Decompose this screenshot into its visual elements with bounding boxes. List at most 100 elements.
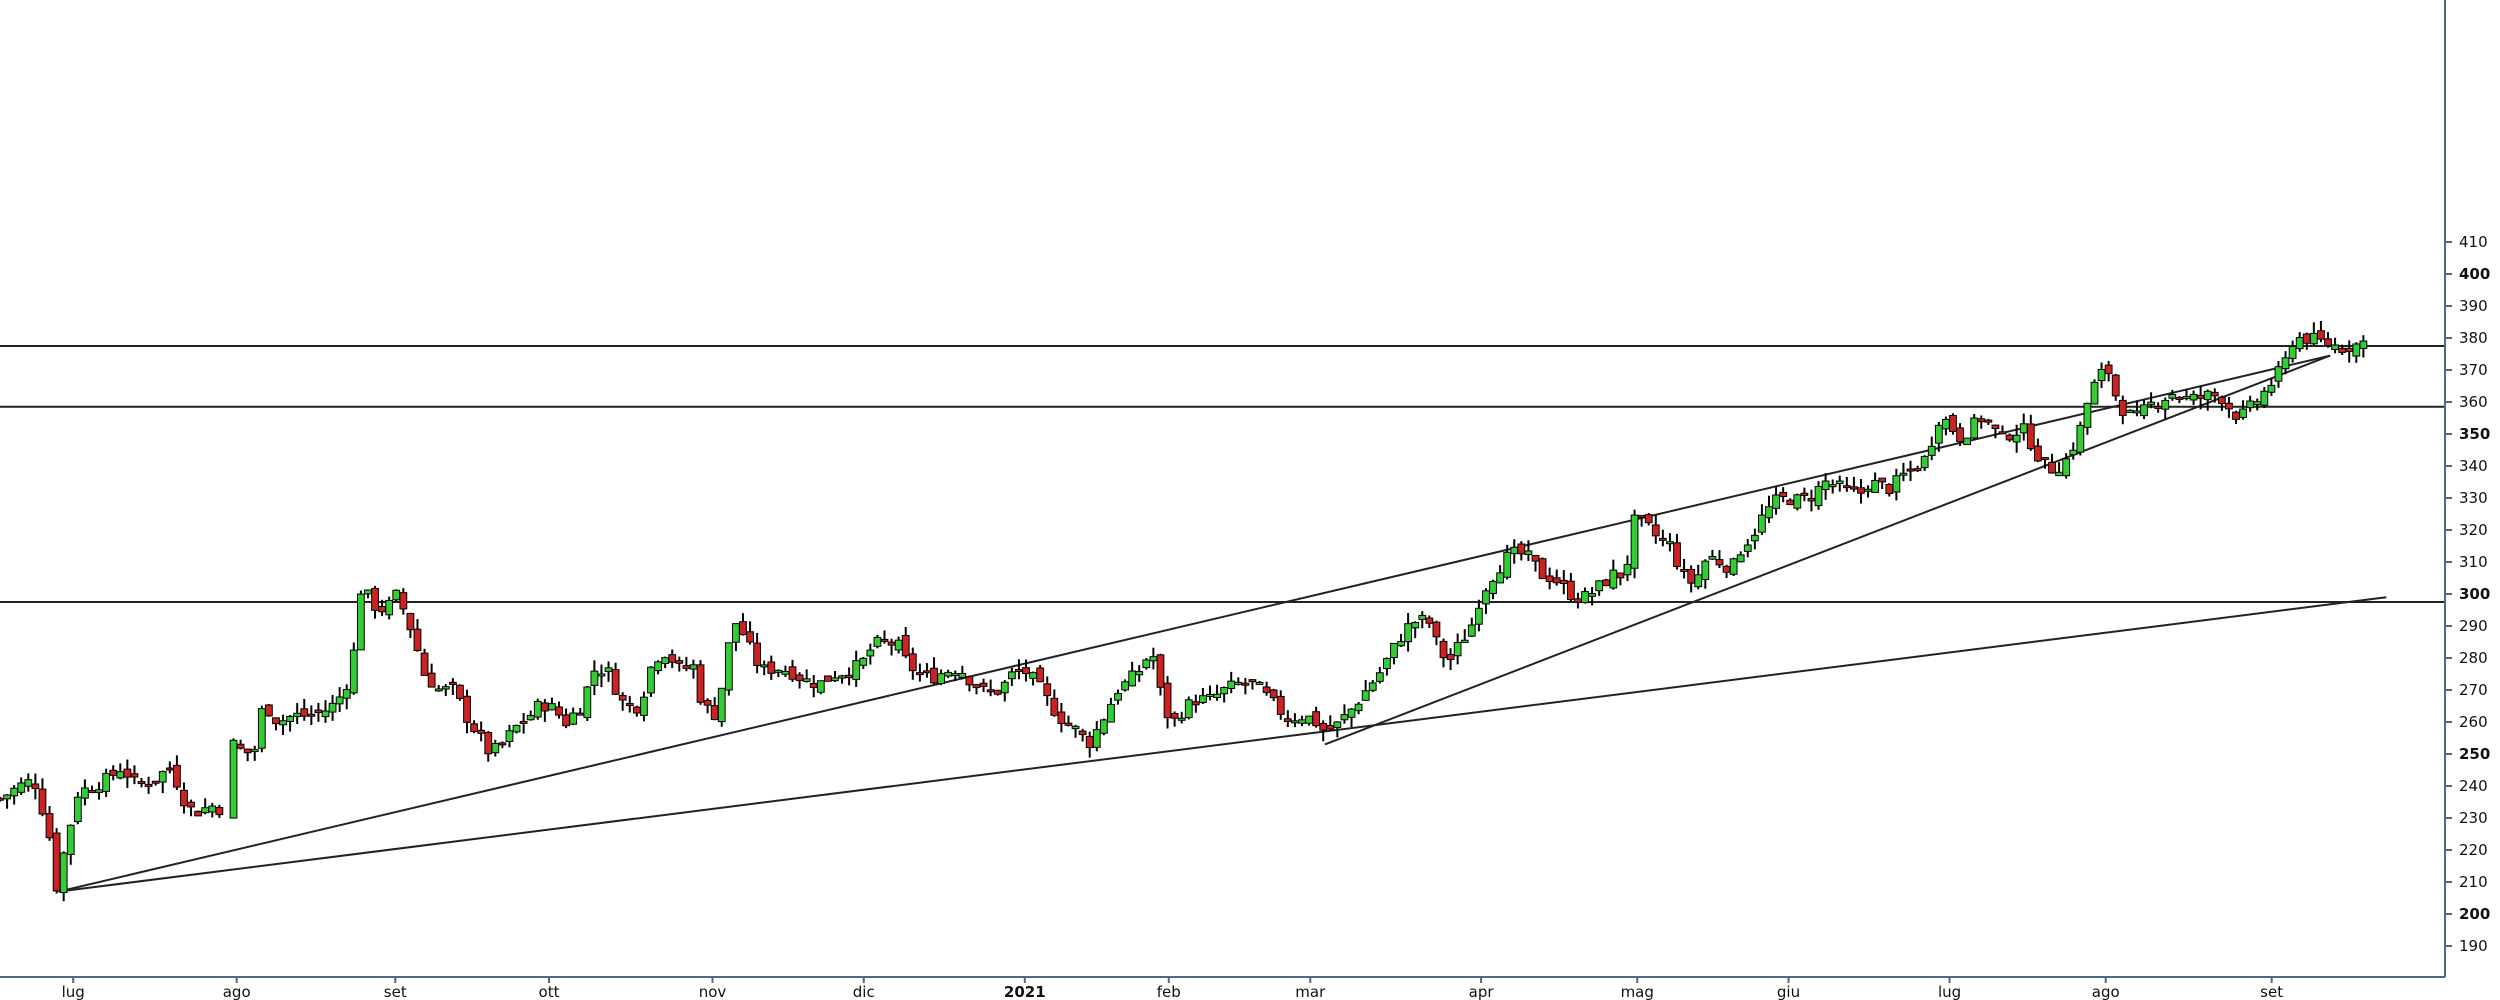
candle-body-up <box>781 670 790 675</box>
candle-body-down <box>1064 722 1073 726</box>
candle-body-down <box>2324 338 2332 347</box>
candle-body-up <box>958 672 967 678</box>
candle <box>1397 633 1405 648</box>
candle <box>137 777 146 788</box>
x-tick-label: set <box>384 983 407 1000</box>
y-tick-label: 250 <box>2459 745 2490 763</box>
candle-body-up <box>1000 681 1009 694</box>
candle-body-down <box>1552 577 1561 584</box>
candle <box>173 755 181 791</box>
candle-body-up <box>1333 721 1342 728</box>
candle-body-up <box>2267 384 2276 393</box>
candle <box>1128 661 1137 687</box>
candle <box>1312 706 1321 728</box>
candle-body-up <box>328 702 337 713</box>
candle-body-up <box>1092 729 1101 748</box>
candle-body-down <box>555 706 563 716</box>
candle-body-down <box>965 676 974 686</box>
candle <box>1453 633 1462 665</box>
candle-body-down <box>1015 668 1023 672</box>
candle-body-up <box>250 749 259 753</box>
candle <box>31 773 40 800</box>
y-tick-label: 340 <box>2459 457 2488 475</box>
candle-body-down <box>1446 654 1455 661</box>
y-tick-label: 390 <box>2459 297 2488 315</box>
candle-body-up <box>392 589 401 601</box>
candle-body-down <box>2026 423 2035 450</box>
candle <box>257 705 266 753</box>
candle <box>1135 665 1144 682</box>
candle-body-down <box>908 653 917 672</box>
candle-body-down <box>307 713 316 717</box>
candle-body-up <box>1630 514 1639 569</box>
x-tick-label: feb <box>1157 983 1181 1000</box>
candle <box>385 596 394 620</box>
candle-body-up <box>1029 672 1037 679</box>
x-tick-label: nov <box>699 983 727 1000</box>
candle <box>194 810 203 817</box>
candle <box>1283 710 1292 728</box>
support-resistance-lines <box>0 345 2445 603</box>
candle-body-down <box>1977 418 1986 423</box>
candle-body-down <box>52 832 61 892</box>
candle-body-down <box>1574 598 1582 603</box>
candle <box>1425 615 1434 629</box>
candle-body-down <box>1050 697 1059 716</box>
candle <box>958 665 967 680</box>
candle-body-down <box>2154 405 2163 409</box>
candle-body-down <box>703 699 712 706</box>
candle <box>1828 479 1837 494</box>
candle-body-up <box>2133 410 2141 414</box>
candle-body-down <box>1326 725 1335 730</box>
candle-body-down <box>2302 333 2311 344</box>
x-tick-label: dic <box>853 983 875 1000</box>
candle-body-down <box>2048 461 2056 474</box>
candle-body-up <box>1750 534 1759 542</box>
candle-body-down <box>2338 347 2347 353</box>
candle-body-down <box>456 684 464 699</box>
candle <box>264 704 273 717</box>
candle <box>300 698 309 721</box>
candle-body-up <box>1927 445 1936 456</box>
candle <box>2026 414 2035 451</box>
candle-body-up <box>1255 681 1264 685</box>
candle <box>1114 689 1122 705</box>
candle-body-down <box>1085 735 1094 748</box>
candle <box>441 684 450 697</box>
candle-body-up <box>852 660 861 680</box>
x-tick-label: ago <box>223 983 251 1000</box>
candle-body-up <box>951 673 960 677</box>
candle-body-up <box>2062 458 2071 477</box>
candle <box>279 714 287 735</box>
candle-body-up <box>1595 580 1604 592</box>
candle-body-down <box>420 652 429 676</box>
candle <box>1765 495 1773 523</box>
candle <box>1368 680 1377 693</box>
candle-body-up <box>2140 404 2148 417</box>
y-tick-label: 300 <box>2459 585 2490 603</box>
candle-body-up <box>293 712 302 717</box>
candle-body-down <box>1637 514 1646 518</box>
candle <box>477 721 486 742</box>
candle-body-down <box>1248 679 1257 683</box>
candle <box>1361 679 1370 701</box>
candle <box>1354 702 1363 715</box>
candle-body-up <box>1397 641 1405 647</box>
candle-body-up <box>1071 725 1080 730</box>
candle <box>979 678 988 692</box>
candle <box>1736 551 1745 563</box>
x-tick-label: lug <box>62 983 85 1000</box>
candle-body-down <box>314 709 323 714</box>
candle-body-up <box>654 661 662 672</box>
candle <box>859 656 868 669</box>
candle <box>1489 579 1497 600</box>
candle <box>1984 418 1993 426</box>
candle <box>937 669 946 686</box>
candle <box>356 590 365 651</box>
candle-body-up <box>229 739 238 819</box>
candle-body-down <box>151 780 160 784</box>
candle-body-up <box>1340 714 1349 721</box>
candle-body-down <box>1779 491 1788 498</box>
candle-body-down <box>1878 477 1887 483</box>
candle-body-up <box>2090 381 2099 405</box>
